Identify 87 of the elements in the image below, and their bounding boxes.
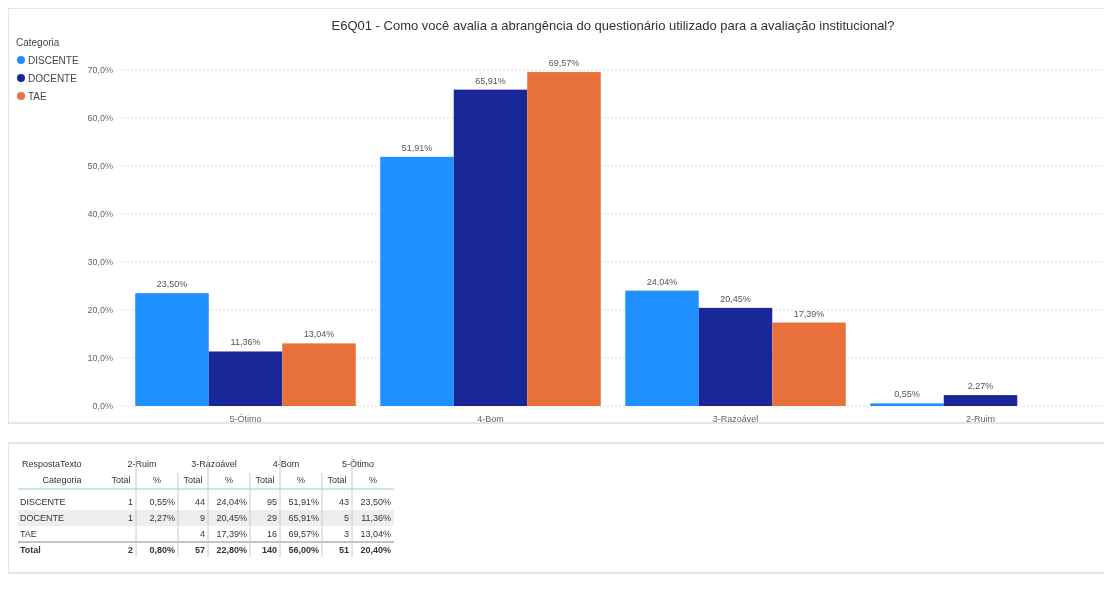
legend-title: Categoria — [16, 37, 60, 48]
text: Categoria — [42, 475, 82, 485]
text: 65,91% — [288, 513, 319, 523]
text: 4 — [199, 529, 205, 539]
x-tick-label: 2-Ruim — [965, 414, 996, 424]
legend-label: TAE — [28, 91, 48, 102]
text: 57 — [194, 545, 205, 555]
data-label: 20,45% — [720, 293, 751, 304]
bar — [282, 343, 356, 406]
text: 51,91% — [288, 497, 319, 507]
bar — [380, 156, 454, 406]
category-label: DOCENTE — [20, 513, 65, 523]
category-label: DISCENTE — [20, 497, 66, 507]
text: 24,04% — [216, 497, 247, 507]
text: RespostaTexto — [22, 459, 82, 469]
category-label: % — [152, 475, 162, 485]
text: 29 — [266, 513, 277, 523]
y-tick-label: 50,0% — [87, 161, 113, 171]
text: 51 — [338, 545, 349, 555]
bar — [625, 290, 699, 406]
category-label: Total — [20, 545, 41, 555]
text: 11,36% — [361, 513, 391, 523]
text: 4-Bom — [272, 459, 300, 469]
data-label: 11,36% — [230, 337, 261, 348]
text: 2,27% — [149, 513, 175, 523]
y-tick-label: 60,0% — [87, 113, 113, 123]
y-tick-label: 20,0% — [87, 305, 113, 315]
text: 56,00% — [288, 545, 319, 555]
text: 13,04% — [360, 529, 391, 539]
bar — [772, 322, 846, 406]
category-label: % — [224, 475, 234, 485]
text: 9 — [199, 513, 205, 523]
text: 22,80% — [216, 545, 247, 555]
text: 5-Ótimo — [341, 459, 375, 469]
data-label: 23,50% — [156, 279, 188, 290]
text: 1 — [127, 497, 133, 507]
data-label: 13,04% — [303, 329, 335, 340]
x-tick-label: 3-Razoável — [712, 414, 759, 424]
text: 23,50% — [360, 497, 391, 507]
data-label: 2,27% — [967, 381, 994, 392]
text: 44 — [194, 497, 205, 507]
legend-label: DISCENTE — [28, 55, 79, 66]
category-label: Total — [255, 475, 275, 485]
data-label: 69,57% — [548, 58, 580, 69]
text: 69,57% — [288, 529, 319, 539]
bar — [698, 307, 773, 406]
text: 2 — [127, 545, 133, 555]
chart-title: E6Q01 - Como você avalia a abrangência do questionário utilizado para a avaliação institucional? — [331, 18, 895, 33]
data-label: 0,55% — [894, 389, 920, 400]
bar — [135, 293, 209, 406]
text: 0,80% — [149, 545, 175, 555]
bar — [453, 89, 528, 406]
bar — [527, 72, 601, 406]
legend-label: DOCENTE — [28, 73, 78, 84]
data-label: 24,04% — [646, 276, 678, 287]
text: 3 — [343, 529, 349, 539]
bar — [943, 395, 1018, 406]
category-label: % — [296, 475, 306, 485]
data-label: 51,91% — [401, 142, 433, 153]
text: 20,45% — [216, 513, 247, 523]
x-tick-label: 5-Ótimo — [229, 414, 262, 424]
x-tick-label: 4-Bom — [477, 414, 504, 424]
text: 2-Ruim — [127, 459, 157, 469]
data-label: 65,91% — [475, 75, 506, 86]
category-label: Total — [183, 475, 203, 485]
y-tick-label: 0,0% — [92, 401, 113, 411]
category-label: Total — [327, 475, 347, 485]
category-label: % — [368, 475, 378, 485]
category-label: TAE — [20, 529, 37, 539]
text: 5 — [343, 513, 349, 523]
text: 20,40% — [360, 545, 391, 555]
y-tick-label: 70,0% — [87, 65, 113, 75]
bar — [870, 403, 944, 406]
y-tick-label: 10,0% — [87, 353, 113, 363]
text: 1 — [127, 513, 133, 523]
category-label: Total — [111, 475, 131, 485]
text: 140 — [261, 545, 277, 555]
text: 0,55% — [149, 497, 175, 507]
data-label: 17,39% — [793, 308, 825, 319]
text: 17,39% — [216, 529, 247, 539]
text: 95 — [266, 497, 277, 507]
text: 43 — [338, 497, 349, 507]
y-tick-label: 40,0% — [87, 209, 113, 219]
text: 16 — [266, 529, 277, 539]
bar — [208, 351, 283, 406]
y-tick-label: 30,0% — [87, 257, 113, 267]
text: 3-Razoável — [191, 459, 237, 469]
